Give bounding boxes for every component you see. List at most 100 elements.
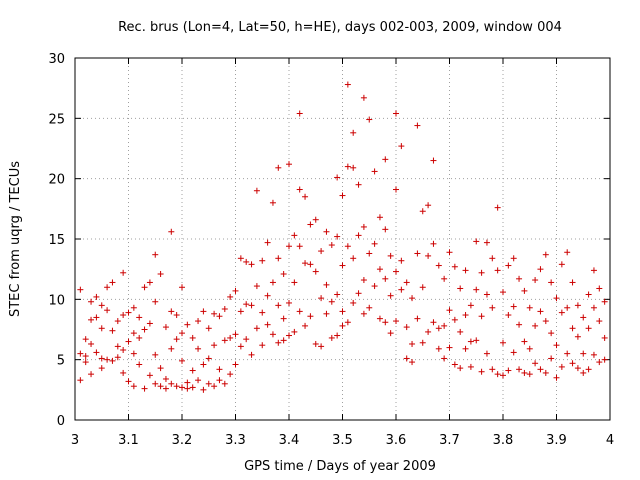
- data-point: [275, 255, 282, 262]
- data-point: [323, 228, 330, 235]
- data-point: [601, 298, 608, 305]
- data-point: [521, 369, 528, 376]
- data-point: [157, 365, 164, 372]
- data-point: [130, 350, 137, 357]
- data-point: [104, 284, 111, 291]
- data-point: [537, 266, 544, 273]
- data-point: [307, 313, 314, 320]
- data-point: [216, 313, 223, 320]
- data-point: [189, 367, 196, 374]
- data-point: [179, 357, 185, 364]
- data-point: [77, 377, 84, 384]
- data-point: [451, 361, 458, 368]
- data-point: [462, 267, 469, 274]
- data-point: [146, 372, 153, 379]
- data-point: [318, 295, 325, 302]
- data-point: [505, 367, 512, 374]
- data-point: [296, 308, 303, 315]
- data-point: [141, 284, 148, 291]
- chart-title: Rec. brus (Lon=4, Lat=50, h=HE), days 00…: [118, 20, 562, 35]
- data-point: [339, 192, 346, 199]
- data-point: [339, 308, 346, 315]
- data-point: [286, 243, 292, 250]
- data-point: [409, 359, 416, 366]
- data-point: [596, 359, 603, 366]
- data-point: [88, 371, 95, 378]
- data-point: [88, 340, 95, 347]
- data-point: [130, 383, 137, 390]
- data-point: [457, 365, 464, 372]
- data-point: [125, 338, 132, 345]
- data-point: [259, 342, 266, 349]
- data-point: [157, 270, 164, 277]
- data-point: [130, 330, 137, 337]
- data-point: [446, 249, 453, 256]
- data-point: [371, 168, 378, 175]
- data-point: [296, 186, 303, 193]
- data-point: [355, 232, 362, 239]
- data-point: [173, 336, 180, 343]
- data-point: [200, 386, 207, 393]
- data-point: [318, 343, 325, 350]
- data-point: [286, 161, 292, 168]
- data-point: [425, 252, 432, 259]
- data-point: [184, 379, 191, 386]
- data-point: [585, 325, 592, 332]
- data-point: [136, 314, 143, 321]
- data-point: [521, 287, 528, 294]
- data-point: [237, 308, 244, 315]
- grid-lines: [75, 58, 610, 420]
- data-point: [478, 313, 485, 320]
- x-axis: 3 3.1 3.2 3.3 3.4 3.5 3.6 3.7 3.8 3.9 4: [71, 58, 614, 448]
- data-point: [382, 226, 389, 233]
- data-point: [500, 339, 506, 346]
- data-point: [98, 355, 105, 362]
- data-point: [98, 302, 105, 309]
- data-point: [227, 334, 234, 341]
- data-point: [253, 325, 260, 332]
- data-point: [344, 163, 351, 170]
- data-point: [296, 110, 303, 117]
- data-point: [168, 345, 175, 352]
- data-point: [590, 351, 597, 358]
- data-point: [120, 269, 127, 276]
- data-point: [318, 248, 325, 255]
- data-point: [489, 304, 496, 311]
- data-point: [376, 214, 383, 221]
- data-point: [414, 315, 421, 322]
- data-point: [585, 291, 592, 298]
- data-point: [548, 330, 555, 337]
- data-point: [216, 366, 223, 373]
- data-point: [548, 355, 555, 362]
- data-point: [173, 383, 180, 390]
- data-point: [189, 334, 196, 341]
- data-point: [211, 310, 218, 317]
- data-point: [510, 349, 517, 356]
- data-point: [467, 363, 474, 370]
- data-point: [569, 360, 576, 367]
- data-point: [366, 250, 373, 257]
- data-point: [339, 262, 346, 269]
- data-point: [457, 328, 464, 335]
- data-point: [248, 302, 255, 309]
- data-point: [189, 384, 196, 391]
- data-point: [82, 336, 89, 343]
- data-point: [483, 291, 490, 298]
- data-point: [398, 286, 405, 293]
- data-point: [136, 334, 143, 341]
- data-point: [328, 242, 335, 249]
- data-point: [398, 257, 405, 264]
- data-point: [403, 355, 410, 362]
- data-point: [467, 338, 474, 345]
- data-point: [302, 260, 309, 267]
- y-tick-label: 0: [57, 414, 65, 429]
- data-point: [564, 350, 571, 357]
- y-tick-label: 15: [48, 233, 65, 248]
- data-point: [532, 322, 539, 329]
- data-point: [344, 81, 351, 88]
- data-point: [441, 355, 448, 362]
- data-point: [237, 343, 244, 350]
- data-point: [430, 319, 437, 326]
- data-point: [184, 321, 191, 328]
- data-point: [98, 365, 105, 372]
